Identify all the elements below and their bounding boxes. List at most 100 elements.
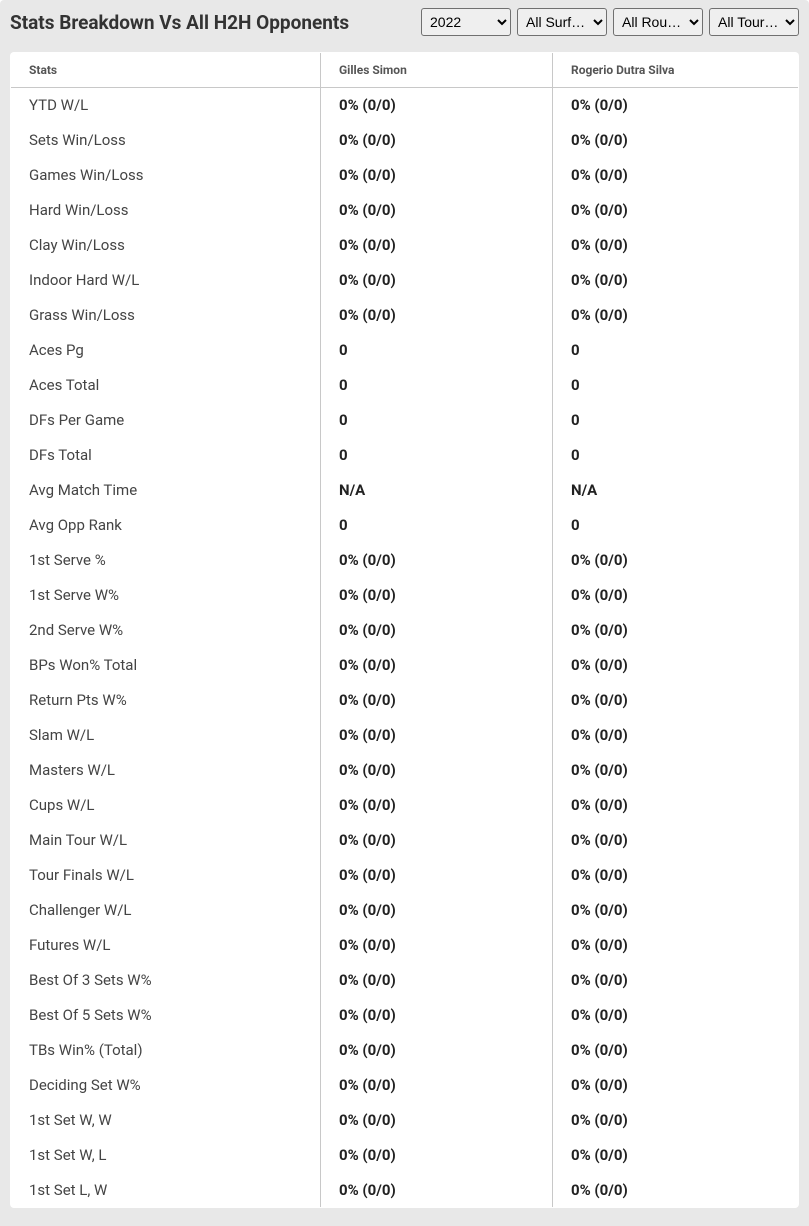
stat-label: Masters W/L [11, 753, 321, 788]
stat-value-player2: 0% (0/0) [553, 788, 799, 823]
table-row: 1st Set W, W0% (0/0)0% (0/0) [11, 1103, 799, 1138]
stat-value-player1: 0 [321, 403, 553, 438]
stat-value-player2: 0% (0/0) [553, 578, 799, 613]
stat-value-player1: 0% (0/0) [321, 1173, 553, 1208]
stat-value-player1: 0% (0/0) [321, 123, 553, 158]
stat-label: Best Of 3 Sets W% [11, 963, 321, 998]
col-header-stats: Stats [11, 53, 321, 88]
stat-value-player2: 0% (0/0) [553, 1068, 799, 1103]
stat-label: 1st Set W, L [11, 1138, 321, 1173]
stat-value-player1: 0% (0/0) [321, 613, 553, 648]
stat-label: DFs Total [11, 438, 321, 473]
stat-value-player1: 0% (0/0) [321, 648, 553, 683]
table-row: TBs Win% (Total)0% (0/0)0% (0/0) [11, 1033, 799, 1068]
stat-value-player2: 0 [553, 403, 799, 438]
stat-value-player2: 0 [553, 368, 799, 403]
year-select[interactable]: 2022 [421, 8, 511, 36]
surface-select[interactable]: All Surf… [517, 8, 607, 36]
table-row: 1st Serve W%0% (0/0)0% (0/0) [11, 578, 799, 613]
table-row: Indoor Hard W/L0% (0/0)0% (0/0) [11, 263, 799, 298]
stat-value-player2: 0% (0/0) [553, 718, 799, 753]
stat-value-player2: 0% (0/0) [553, 1033, 799, 1068]
table-row: Aces Total00 [11, 368, 799, 403]
stat-value-player2: 0% (0/0) [553, 1138, 799, 1173]
table-row: YTD W/L0% (0/0)0% (0/0) [11, 88, 799, 123]
stat-value-player2: 0% (0/0) [553, 928, 799, 963]
table-container: Stats Gilles Simon Rogerio Dutra Silva Y… [0, 44, 809, 1226]
stat-label: TBs Win% (Total) [11, 1033, 321, 1068]
stat-value-player2: 0% (0/0) [553, 298, 799, 333]
stat-value-player1: 0% (0/0) [321, 823, 553, 858]
stat-value-player2: N/A [553, 473, 799, 508]
table-row: Grass Win/Loss0% (0/0)0% (0/0) [11, 298, 799, 333]
stat-value-player1: 0% (0/0) [321, 788, 553, 823]
stat-value-player1: 0 [321, 368, 553, 403]
stat-value-player2: 0% (0/0) [553, 963, 799, 998]
stat-value-player2: 0% (0/0) [553, 893, 799, 928]
stat-value-player1: 0% (0/0) [321, 263, 553, 298]
tour-select[interactable]: All Tour… [709, 8, 799, 36]
table-row: Avg Opp Rank00 [11, 508, 799, 543]
stat-label: Indoor Hard W/L [11, 263, 321, 298]
stat-label: Games Win/Loss [11, 158, 321, 193]
stat-value-player2: 0% (0/0) [553, 88, 799, 123]
stat-label: Sets Win/Loss [11, 123, 321, 158]
stat-value-player1: 0% (0/0) [321, 158, 553, 193]
stat-value-player1: 0% (0/0) [321, 1103, 553, 1138]
stat-label: Aces Total [11, 368, 321, 403]
table-row: Return Pts W%0% (0/0)0% (0/0) [11, 683, 799, 718]
stat-value-player1: 0% (0/0) [321, 1033, 553, 1068]
stat-label: Return Pts W% [11, 683, 321, 718]
stat-label: Cups W/L [11, 788, 321, 823]
table-row: Best Of 5 Sets W%0% (0/0)0% (0/0) [11, 998, 799, 1033]
table-row: 1st Set W, L0% (0/0)0% (0/0) [11, 1138, 799, 1173]
table-row: Best Of 3 Sets W%0% (0/0)0% (0/0) [11, 963, 799, 998]
header-bar: Stats Breakdown Vs All H2H Opponents 202… [0, 0, 809, 44]
table-row: 1st Set L, W0% (0/0)0% (0/0) [11, 1173, 799, 1208]
stat-value-player1: 0 [321, 438, 553, 473]
page-title: Stats Breakdown Vs All H2H Opponents [10, 11, 349, 34]
table-row: Tour Finals W/L0% (0/0)0% (0/0) [11, 858, 799, 893]
stats-table: Stats Gilles Simon Rogerio Dutra Silva Y… [10, 52, 799, 1208]
stat-value-player1: 0% (0/0) [321, 893, 553, 928]
stat-value-player2: 0% (0/0) [553, 823, 799, 858]
stat-value-player1: 0% (0/0) [321, 1068, 553, 1103]
stat-value-player1: 0 [321, 508, 553, 543]
stat-value-player1: 0% (0/0) [321, 683, 553, 718]
stat-label: Grass Win/Loss [11, 298, 321, 333]
stat-value-player1: 0% (0/0) [321, 1138, 553, 1173]
stat-label: 1st Set W, W [11, 1103, 321, 1138]
stat-label: Tour Finals W/L [11, 858, 321, 893]
stat-value-player2: 0% (0/0) [553, 123, 799, 158]
table-row: Clay Win/Loss0% (0/0)0% (0/0) [11, 228, 799, 263]
stat-value-player1: 0% (0/0) [321, 928, 553, 963]
round-select[interactable]: All Rou… [613, 8, 703, 36]
filters-group: 2022 All Surf… All Rou… All Tour… [421, 8, 799, 36]
table-row: 1st Serve %0% (0/0)0% (0/0) [11, 543, 799, 578]
stat-value-player2: 0% (0/0) [553, 648, 799, 683]
col-header-player1: Gilles Simon [321, 53, 553, 88]
table-row: Deciding Set W%0% (0/0)0% (0/0) [11, 1068, 799, 1103]
stat-label: 2nd Serve W% [11, 613, 321, 648]
stat-value-player2: 0% (0/0) [553, 613, 799, 648]
stat-value-player1: 0% (0/0) [321, 718, 553, 753]
table-row: Slam W/L0% (0/0)0% (0/0) [11, 718, 799, 753]
stat-value-player1: 0% (0/0) [321, 998, 553, 1033]
stat-value-player1: 0% (0/0) [321, 753, 553, 788]
table-row: Main Tour W/L0% (0/0)0% (0/0) [11, 823, 799, 858]
stat-value-player2: 0% (0/0) [553, 753, 799, 788]
stat-value-player2: 0% (0/0) [553, 683, 799, 718]
stat-label: Main Tour W/L [11, 823, 321, 858]
stat-label: Deciding Set W% [11, 1068, 321, 1103]
table-header: Stats Gilles Simon Rogerio Dutra Silva [11, 53, 799, 88]
stat-label: DFs Per Game [11, 403, 321, 438]
stat-value-player2: 0% (0/0) [553, 858, 799, 893]
col-header-player2: Rogerio Dutra Silva [553, 53, 799, 88]
table-row: Masters W/L0% (0/0)0% (0/0) [11, 753, 799, 788]
stat-label: Aces Pg [11, 333, 321, 368]
stat-value-player1: 0% (0/0) [321, 193, 553, 228]
stat-label: 1st Set L, W [11, 1173, 321, 1208]
stat-value-player2: 0% (0/0) [553, 193, 799, 228]
stat-label: Challenger W/L [11, 893, 321, 928]
table-row: Aces Pg00 [11, 333, 799, 368]
